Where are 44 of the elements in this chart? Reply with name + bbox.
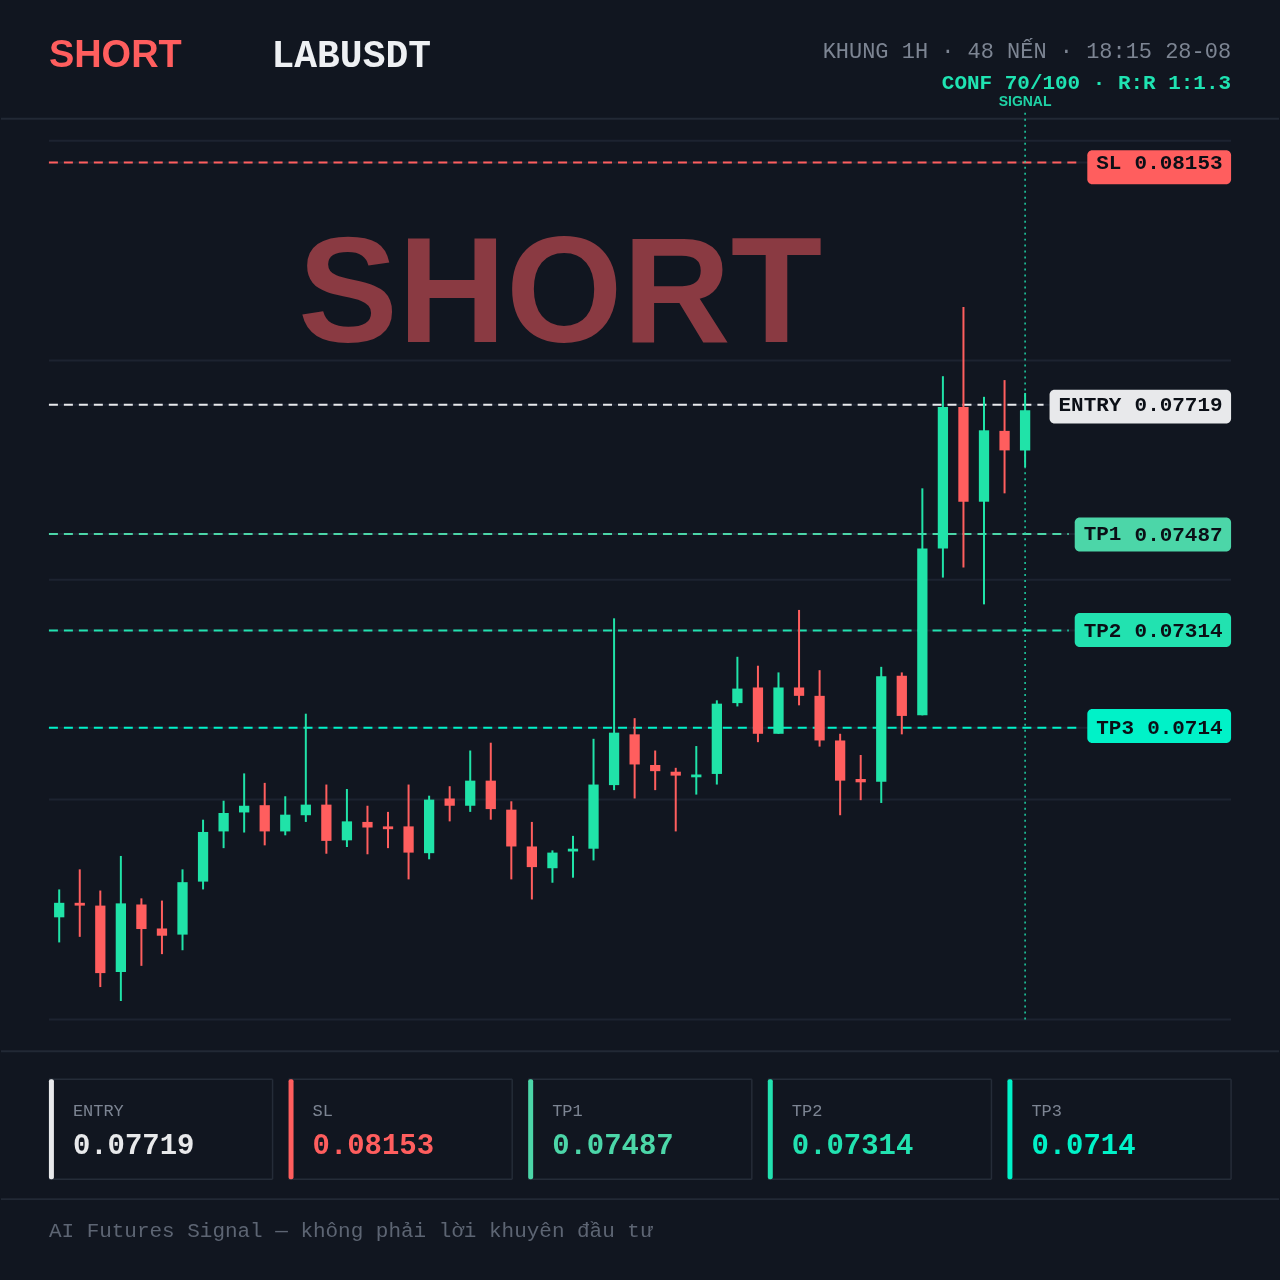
- data-label: 0.07719: [72, 1130, 195, 1164]
- candlestick: [444, 785, 455, 823]
- candlestick: [793, 608, 805, 707]
- text: CONF 70/100 · R:R 1:1.3: [941, 71, 1232, 95]
- data-label: 0.07487: [552, 1130, 674, 1164]
- candlestick: [670, 766, 681, 833]
- ref-line-label: TP1: [1083, 523, 1122, 547]
- candlestick: [156, 899, 168, 956]
- candlestick: [382, 810, 394, 850]
- candlestick: [650, 749, 661, 792]
- category-label: SL: [312, 1102, 333, 1122]
- candlestick: [74, 868, 85, 938]
- ref-line-label: SL: [1096, 151, 1122, 175]
- candlestick: [526, 820, 538, 901]
- y-tick-label: 0.07487: [1134, 523, 1223, 547]
- candlestick: [341, 788, 353, 849]
- candlestick: [732, 655, 743, 708]
- text: SIGNAL: [998, 92, 1052, 109]
- candlestick: [280, 795, 291, 837]
- y-tick-label: 0.07314: [1134, 620, 1223, 644]
- category-label: TP1: [552, 1102, 583, 1122]
- category-label: TP3: [1031, 1102, 1062, 1122]
- data-label: 0.0714: [1031, 1130, 1136, 1164]
- y-tick-label: 0.0714: [1147, 717, 1223, 741]
- data-label: 0.07314: [791, 1130, 914, 1164]
- category-label: ENTRY: [72, 1102, 124, 1122]
- ref-line-label: TP3: [1096, 716, 1135, 740]
- candlestick: [300, 712, 311, 823]
- chart-subtitle: KHUNG 1H · 48 NẾN · 18:15 28-08: [822, 37, 1232, 65]
- category-label: TP2: [791, 1102, 823, 1122]
- y-tick-label: 0.08153: [1134, 152, 1223, 176]
- data-label: 0.08153: [312, 1130, 435, 1164]
- candlestick: [547, 849, 558, 884]
- y-tick-label: 0.07719: [1134, 394, 1223, 418]
- candlestick: [218, 799, 229, 850]
- chart-title: LABUSDT: [271, 34, 431, 78]
- annotation: SHORT: [298, 206, 823, 375]
- ref-line-label: TP2: [1083, 619, 1122, 643]
- text: SHORT: [48, 32, 182, 75]
- candlestick: [54, 888, 65, 944]
- text: AI Futures Signal — không phải lời khuyên đầu tư: [48, 1220, 653, 1244]
- candlestick: [999, 379, 1010, 495]
- candlestick: [362, 804, 373, 856]
- ref-line-label: ENTRY: [1058, 393, 1122, 417]
